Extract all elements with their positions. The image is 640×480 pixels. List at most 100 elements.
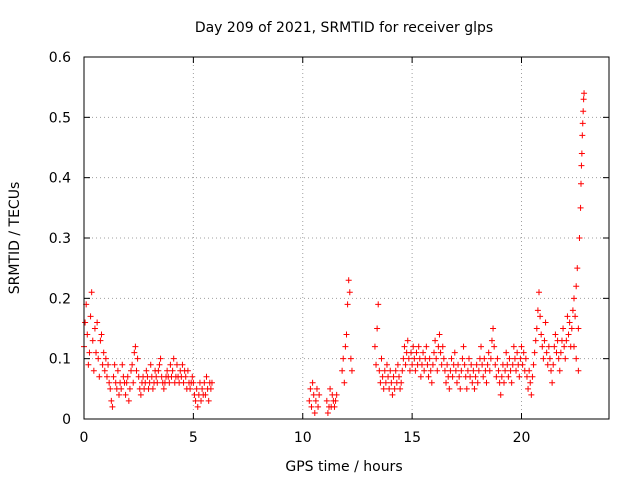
data-point	[571, 343, 577, 350]
data-point	[537, 313, 544, 320]
data-point	[536, 289, 542, 296]
data-point	[488, 337, 495, 344]
data-point	[413, 349, 420, 356]
data-point	[85, 361, 92, 368]
data-point	[552, 331, 559, 338]
data-point	[471, 385, 478, 392]
data-point	[451, 349, 458, 356]
data-point	[345, 277, 352, 284]
data-point	[386, 385, 393, 392]
data-point	[549, 379, 556, 386]
data-point	[381, 367, 388, 374]
data-point	[133, 367, 140, 374]
data-point	[96, 373, 103, 380]
data-point	[444, 361, 451, 368]
data-point	[333, 391, 340, 398]
data-point	[137, 391, 144, 398]
y-tick-label: 0.2	[49, 291, 71, 307]
x-tick-label: 15	[403, 430, 421, 446]
data-point	[412, 367, 419, 374]
data-point	[428, 379, 435, 386]
data-point	[461, 361, 468, 368]
data-point	[421, 367, 428, 374]
data-point	[440, 355, 447, 362]
data-point	[390, 373, 397, 380]
data-point	[569, 307, 576, 314]
data-point	[578, 150, 585, 157]
data-point	[327, 385, 334, 392]
data-point	[463, 385, 470, 392]
data-point	[510, 343, 517, 350]
y-tick-label: 0.6	[49, 50, 71, 66]
data-point	[516, 373, 523, 380]
data-point	[487, 355, 494, 362]
data-point	[194, 403, 201, 410]
data-point	[201, 379, 208, 386]
data-point	[441, 367, 448, 374]
data-point	[157, 355, 164, 362]
data-point	[377, 379, 384, 386]
data-point	[493, 373, 500, 380]
data-point	[438, 361, 445, 368]
data-point	[389, 391, 396, 398]
data-point	[491, 343, 498, 350]
y-tick-label: 0.3	[49, 231, 71, 247]
data-point	[484, 361, 491, 368]
data-point	[147, 361, 154, 368]
data-point	[467, 373, 474, 380]
data-point	[581, 90, 588, 97]
data-point	[573, 283, 580, 290]
data-point	[202, 391, 209, 398]
data-point	[405, 355, 412, 362]
x-tick-label: 10	[294, 430, 312, 446]
data-point	[118, 385, 125, 392]
x-axis-label: GPS time / hours	[285, 459, 402, 475]
x-tick-label: 20	[513, 430, 531, 446]
data-point	[533, 325, 540, 332]
data-point	[406, 367, 413, 374]
data-point	[122, 391, 129, 398]
data-point	[578, 162, 585, 169]
data-point	[382, 379, 389, 386]
data-point	[95, 355, 102, 362]
data-point	[557, 349, 564, 356]
data-point	[397, 385, 404, 392]
data-point	[473, 361, 480, 368]
data-point	[579, 132, 586, 139]
data-point	[492, 361, 499, 368]
data-point	[509, 361, 516, 368]
data-point	[576, 235, 583, 241]
data-point	[429, 361, 436, 368]
data-point	[205, 397, 212, 404]
data-point	[423, 343, 430, 350]
data-point	[460, 343, 467, 350]
data-point	[464, 367, 471, 374]
data-point	[424, 361, 431, 368]
data-point	[458, 367, 465, 374]
data-point	[84, 331, 91, 338]
data-point	[100, 349, 107, 356]
data-point	[143, 367, 150, 374]
data-point	[522, 355, 529, 362]
data-point	[446, 385, 453, 392]
data-point	[483, 379, 490, 386]
data-point	[545, 343, 552, 350]
data-point	[342, 343, 349, 350]
data-point	[371, 343, 378, 350]
data-point	[485, 349, 492, 356]
data-point	[90, 367, 97, 374]
data-point	[563, 337, 570, 344]
data-point	[109, 403, 116, 410]
data-point	[479, 361, 486, 368]
data-point	[119, 361, 126, 368]
data-point	[344, 301, 351, 308]
data-point	[309, 379, 316, 386]
data-point	[494, 355, 501, 362]
data-point	[388, 379, 395, 386]
data-point	[332, 397, 339, 404]
data-point	[548, 367, 555, 374]
data-point	[409, 361, 416, 368]
data-point	[580, 96, 587, 103]
data-point	[192, 397, 199, 404]
